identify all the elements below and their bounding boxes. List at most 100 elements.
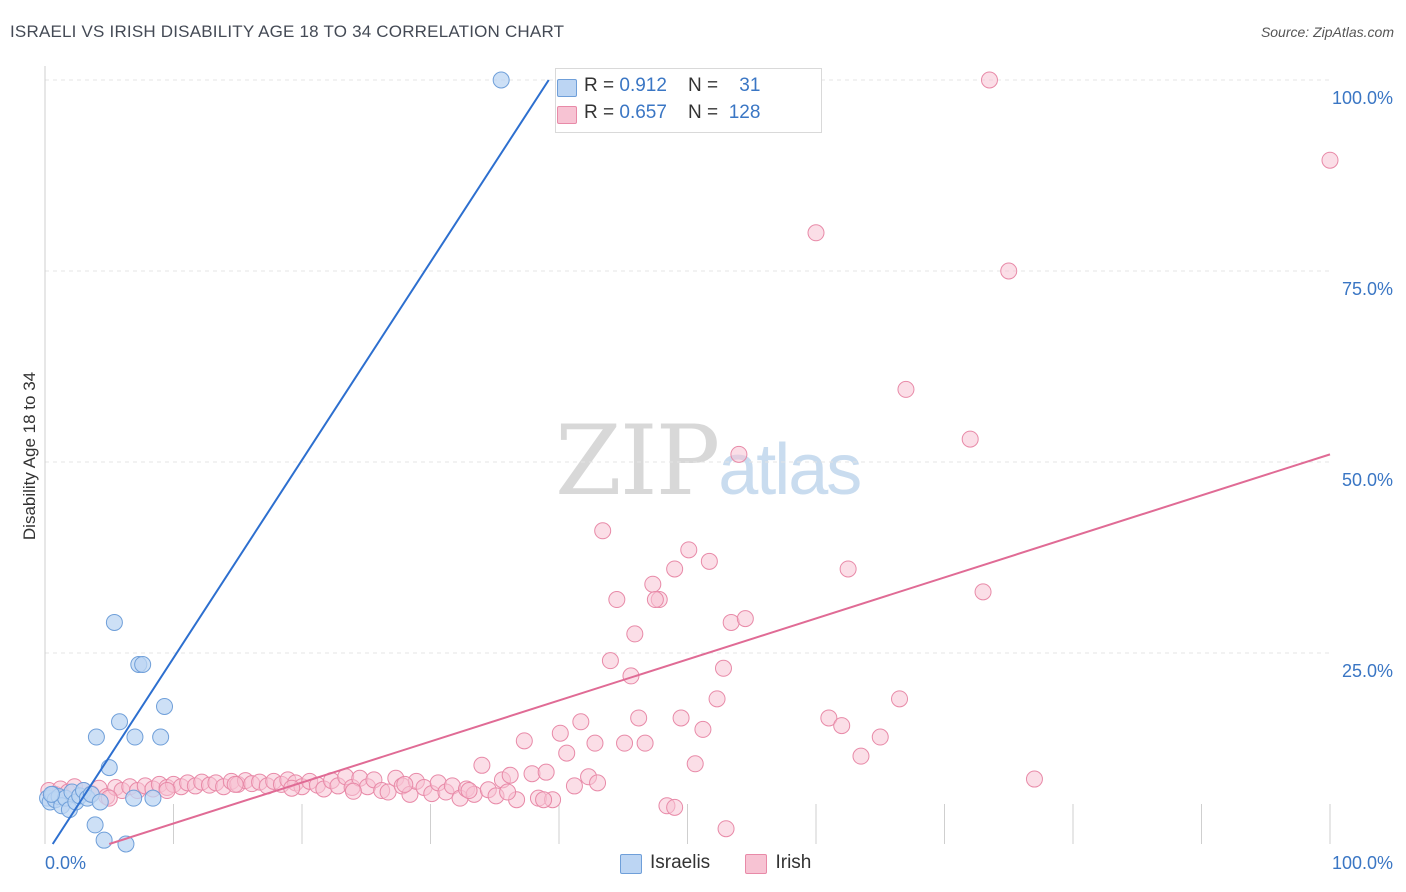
legend-n-value: 31 (739, 75, 761, 96)
tick-labels: 25.0% 50.0% 75.0% 100.0% 0.0% 100.0% Disabilit… (20, 88, 1393, 873)
y-tick-label: 25.0% (1342, 661, 1393, 681)
israelis-point (144, 789, 162, 807)
irish-point (1321, 151, 1339, 169)
israelis-point (111, 713, 129, 731)
irish-point (565, 777, 583, 795)
legend-r-value: 0.912 (619, 75, 667, 96)
watermark-zip: ZIP (555, 405, 720, 517)
irish-point (594, 522, 612, 540)
israelis-points (39, 71, 510, 853)
irish-point (523, 765, 541, 783)
israelis-point (87, 728, 105, 746)
israelis-point (125, 789, 143, 807)
irish-point (736, 610, 754, 628)
irish-point (572, 713, 590, 731)
chart-title: ISRAELI VS IRISH DISABILITY AGE 18 TO 34… (10, 22, 565, 41)
irish-point (537, 763, 555, 781)
irish-point (839, 560, 857, 578)
israelis-point (152, 728, 170, 746)
israelis-point (492, 71, 510, 89)
irish-point (717, 820, 735, 838)
legend-r-label: R = (584, 102, 620, 123)
irish-point (535, 791, 553, 809)
irish-point (158, 782, 176, 800)
axes (44, 66, 1331, 844)
irish-point (672, 709, 690, 727)
irish-point (730, 445, 748, 463)
source-label: Source: ZipAtlas.com (1260, 24, 1394, 40)
israelis-legend-label: Israelis (650, 852, 711, 873)
irish-point (686, 755, 704, 773)
y-tick-label: 75.0% (1342, 279, 1393, 299)
irish-point (871, 728, 889, 746)
y-tick-label: 100.0% (1332, 88, 1393, 108)
irish-swatch (557, 106, 577, 124)
irish-point (980, 71, 998, 89)
israelis-trendline (51, 79, 550, 845)
grid-lines (45, 79, 1330, 654)
irish-point (601, 652, 619, 670)
irish-point (551, 724, 569, 742)
irish-point (694, 720, 712, 738)
y-tick-label: 50.0% (1342, 470, 1393, 490)
irish-point (722, 613, 740, 631)
x-tick-label: 100.0% (1332, 853, 1393, 873)
legend-n-value: 128 (728, 102, 761, 123)
irish-point (586, 734, 604, 752)
legend-r-value: 0.657 (619, 102, 667, 123)
irish-point (680, 541, 698, 559)
legend-row-israelis: R = 0.912 N = 31 (557, 75, 761, 97)
israelis-point (100, 759, 118, 777)
irish-points (40, 71, 1339, 838)
legend-row-irish: R = 0.657 N = 128 (557, 102, 761, 124)
irish-point (630, 709, 648, 727)
israelis-point (91, 793, 109, 811)
israelis-point (126, 728, 144, 746)
irish-point (833, 717, 851, 735)
irish-point (1000, 262, 1018, 280)
irish-point (820, 709, 838, 727)
legend-n-label: N = (688, 75, 724, 96)
irish-point (501, 766, 519, 784)
irish-point (708, 690, 726, 708)
irish-point (891, 690, 909, 708)
irish-point (974, 583, 992, 601)
irish-point (515, 732, 533, 750)
zipatlas-watermark: ZIPatlas (555, 405, 862, 517)
trend-lines (51, 79, 1331, 845)
irish-point (1025, 770, 1043, 788)
legend-n-label: N = (688, 102, 724, 123)
irish-point (473, 756, 491, 774)
israelis-point (86, 816, 104, 834)
israelis-point (105, 613, 123, 631)
legend-r-label: R = (584, 75, 620, 96)
legend-item-irish[interactable]: Irish (745, 852, 811, 874)
irish-trendline (108, 453, 1331, 845)
irish-point (379, 783, 397, 801)
irish-point (460, 782, 478, 800)
israelis-point (134, 655, 152, 673)
israelis-legend-swatch (620, 854, 642, 874)
irish-point (961, 430, 979, 448)
irish-point (666, 560, 684, 578)
irish-point (666, 798, 684, 816)
irish-point (897, 380, 915, 398)
irish-legend-swatch (745, 854, 768, 874)
irish-point (807, 224, 825, 242)
y-axis-label: Disability Age 18 to 34 (20, 372, 39, 540)
irish-point (626, 625, 644, 643)
correlation-legend: R = 0.912 N = 31 R = 0.657 N = 128 (555, 68, 822, 133)
irish-point (589, 774, 607, 792)
irish-point (558, 744, 576, 762)
series-legend: Israelis Irish (620, 852, 841, 874)
irish-point (852, 747, 870, 765)
israelis-point (95, 831, 113, 849)
irish-point (344, 782, 362, 800)
israelis-swatch (557, 79, 577, 97)
irish-point (644, 575, 662, 593)
legend-item-israelis[interactable]: Israelis (620, 852, 710, 874)
irish-point (499, 783, 517, 801)
irish-point (636, 734, 654, 752)
irish-point (700, 552, 718, 570)
